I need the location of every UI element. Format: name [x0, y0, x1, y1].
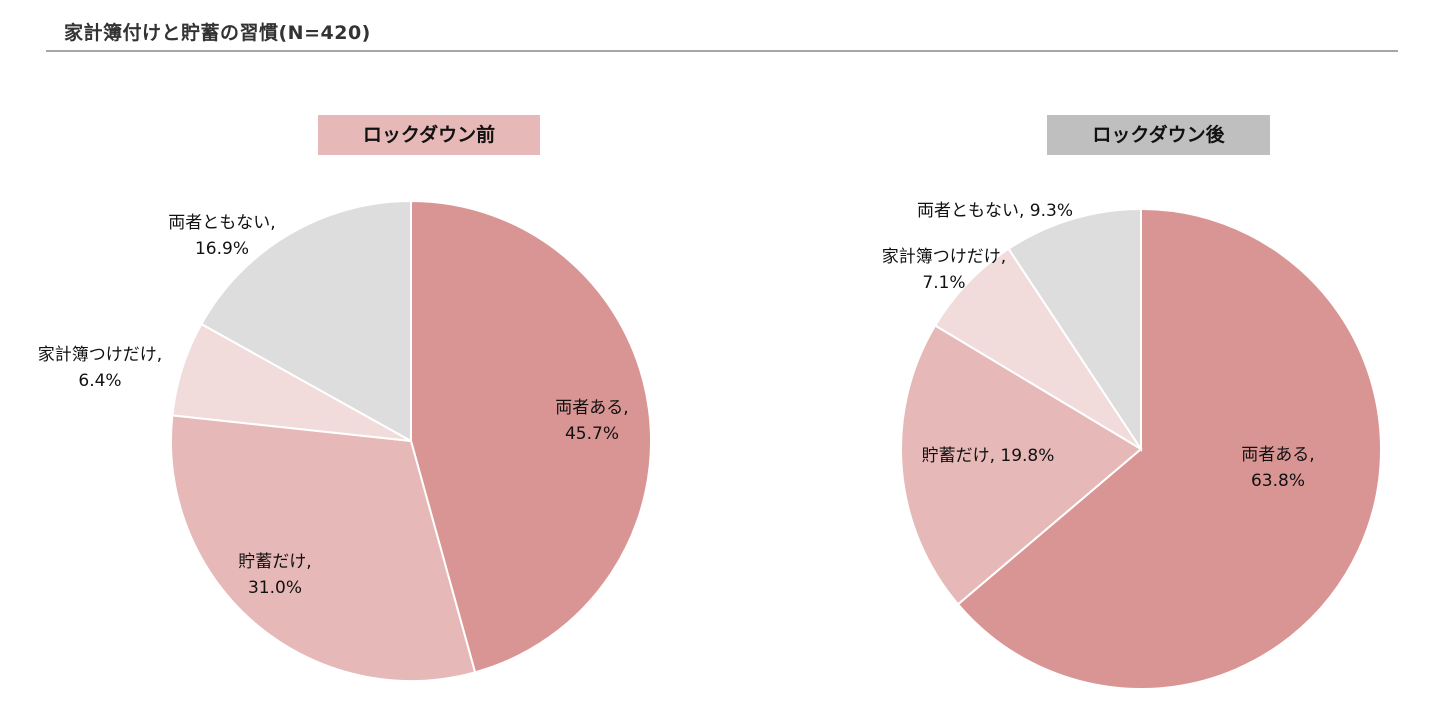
pie-slice-before-3 — [200, 199, 412, 443]
pie-slice-before-1 — [170, 414, 477, 682]
pie-slice-before-0 — [410, 199, 652, 674]
slice-label-before-1: 貯蓄だけ, 31.0% — [238, 552, 311, 598]
slice-label-after-3: 両者ともない, 9.3% — [917, 201, 1073, 221]
pie-slice-after-3 — [1007, 207, 1142, 453]
slice-label-after-0: 両者ある, 63.8% — [1241, 445, 1314, 491]
chart-title-after-lockdown: ロックダウン後 — [1047, 115, 1270, 155]
slice-label-after-1: 貯蓄だけ, 19.8% — [922, 446, 1055, 466]
slice-label-after-2: 家計簿つけだけ, 7.1% — [882, 247, 1006, 293]
slice-label-before-2: 家計簿つけだけ, 6.4% — [38, 345, 162, 391]
title-divider — [46, 50, 1398, 52]
pie-slice-after-2 — [933, 247, 1142, 450]
chart-title-before-lockdown: ロックダウン前 — [318, 115, 540, 155]
slice-label-before-3: 両者ともない, 16.9% — [168, 213, 275, 259]
page-title: 家計簿付けと貯蓄の習慣(N=420) — [64, 22, 371, 44]
pie-slice-after-0 — [956, 207, 1382, 690]
pie-chart-before-lockdown: 両者ある, 45.7% 貯蓄だけ, 31.0% 家計簿つけだけ, 6.4% 両者ともない, 1… — [38, 199, 652, 682]
pie-slice-after-1 — [900, 324, 1143, 606]
slice-label-before-0: 両者ある, 45.7% — [555, 398, 628, 444]
pie-chart-after-lockdown: 両者ある, 63.8% 貯蓄だけ, 19.8% 家計簿つけだけ, 7.1% 両者ともない,… — [882, 201, 1382, 690]
